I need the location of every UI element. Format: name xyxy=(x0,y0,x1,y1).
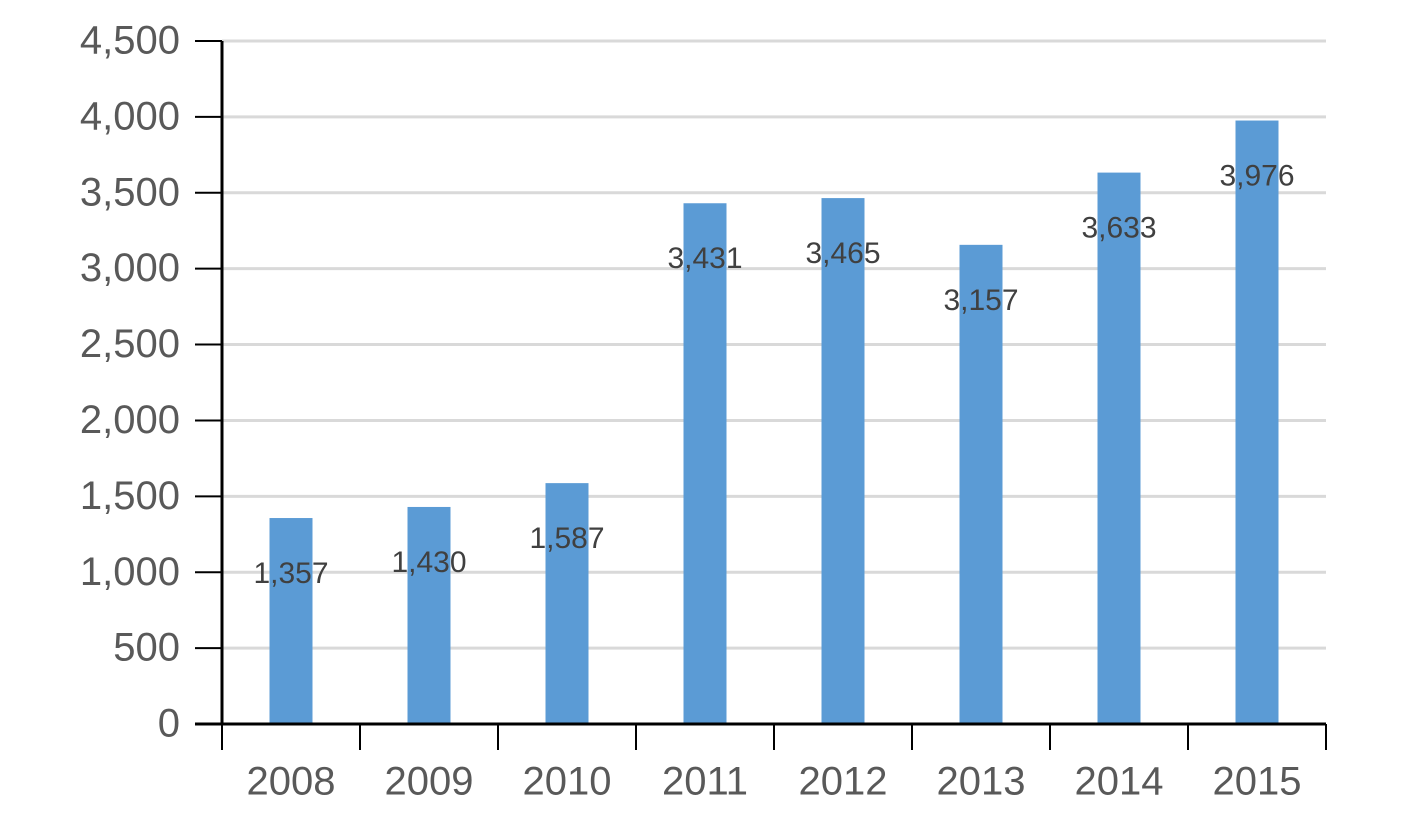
x-tick-label: 2014 xyxy=(1075,760,1164,804)
data-label: 1,587 xyxy=(529,522,604,555)
bar xyxy=(407,506,451,724)
data-label: 3,431 xyxy=(667,242,742,275)
x-tick-label: 2012 xyxy=(799,760,888,804)
bar xyxy=(959,244,1003,724)
y-tick-label: 4,000 xyxy=(80,94,180,138)
y-tick-label: 2,500 xyxy=(80,322,180,366)
y-tick-label: 3,000 xyxy=(80,246,180,290)
bar xyxy=(1235,120,1279,724)
bar xyxy=(683,203,727,725)
x-tick-label: 2010 xyxy=(523,760,612,804)
bar xyxy=(545,483,589,724)
data-label: 1,357 xyxy=(253,557,328,590)
data-label: 3,976 xyxy=(1219,159,1294,192)
y-tick-label: 500 xyxy=(113,626,180,670)
x-tick-label: 2011 xyxy=(662,760,748,804)
y-tick-label: 4,500 xyxy=(80,19,180,63)
x-tick-label: 2013 xyxy=(937,760,1026,804)
x-tick-label: 2009 xyxy=(385,760,474,804)
data-label: 1,430 xyxy=(391,546,466,579)
data-label: 3,157 xyxy=(943,284,1018,317)
data-label: 3,465 xyxy=(805,237,880,270)
x-tick-label: 2008 xyxy=(247,760,336,804)
y-tick-label: 3,500 xyxy=(80,170,180,214)
y-tick-label: 1,500 xyxy=(80,474,180,518)
y-tick-label: 0 xyxy=(158,702,180,746)
bar xyxy=(269,518,313,724)
bar xyxy=(821,198,865,725)
data-label: 3,633 xyxy=(1081,212,1156,245)
y-tick-label: 1,000 xyxy=(80,550,180,594)
y-tick-label: 2,000 xyxy=(80,398,180,442)
x-tick-label: 2015 xyxy=(1213,760,1302,804)
bar xyxy=(1097,172,1141,725)
